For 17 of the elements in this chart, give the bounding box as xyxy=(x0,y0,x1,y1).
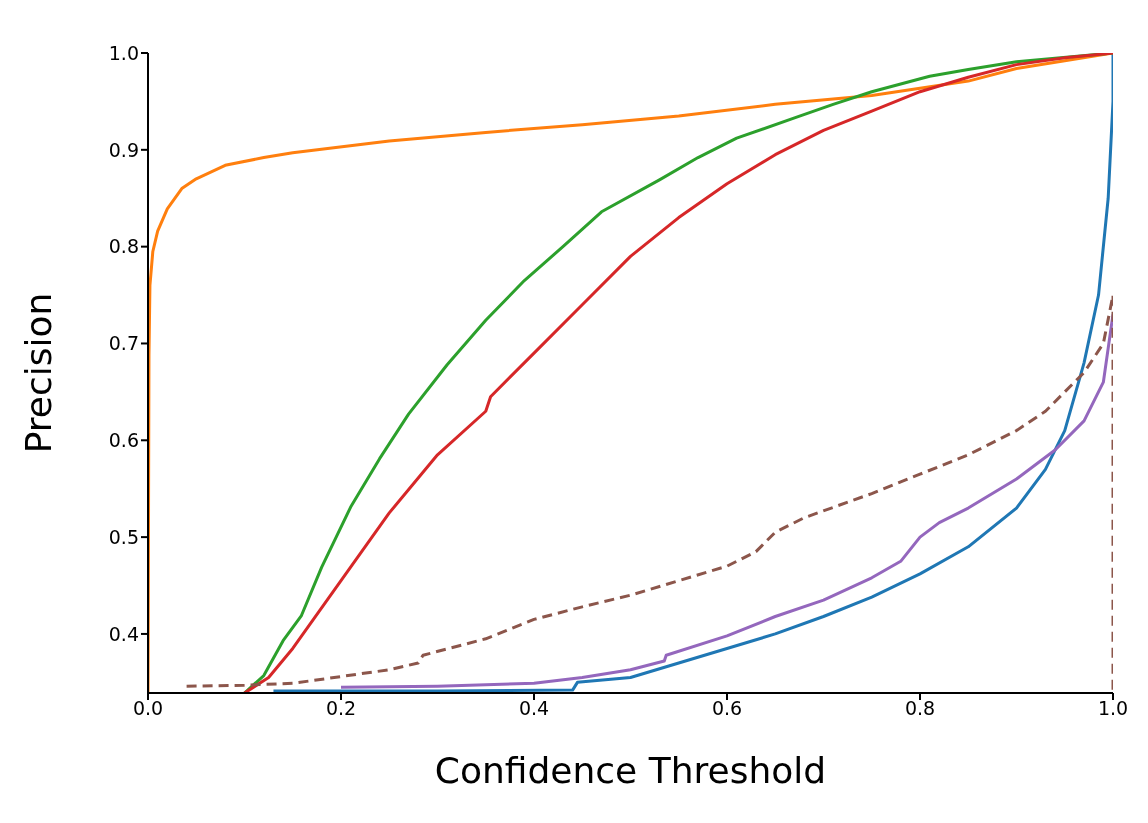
x-tick-label: 0.0 xyxy=(132,697,164,720)
line-series xyxy=(339,312,1113,689)
x-axis-title: Confidence Threshold xyxy=(434,750,827,791)
y-tick-label: 0.8 xyxy=(108,235,139,258)
x-tick-label: 0.4 xyxy=(518,697,550,720)
line-series xyxy=(185,293,1113,693)
x-tick-label: 1.0 xyxy=(1097,697,1129,720)
x-tick-label: 0.2 xyxy=(325,697,357,720)
y-tick-label: 0.4 xyxy=(108,622,139,645)
x-tick-label: 0.8 xyxy=(904,697,936,720)
y-axis-title: Precision xyxy=(17,292,59,454)
y-tick-label: 0.5 xyxy=(108,525,139,548)
y-tick-label: 0.9 xyxy=(108,138,139,161)
y-tick-label: 0.6 xyxy=(108,429,139,452)
y-tick-label: 0.7 xyxy=(108,332,139,355)
x-tick-label: 0.6 xyxy=(711,697,743,720)
y-tick-label: 1.0 xyxy=(108,41,139,64)
